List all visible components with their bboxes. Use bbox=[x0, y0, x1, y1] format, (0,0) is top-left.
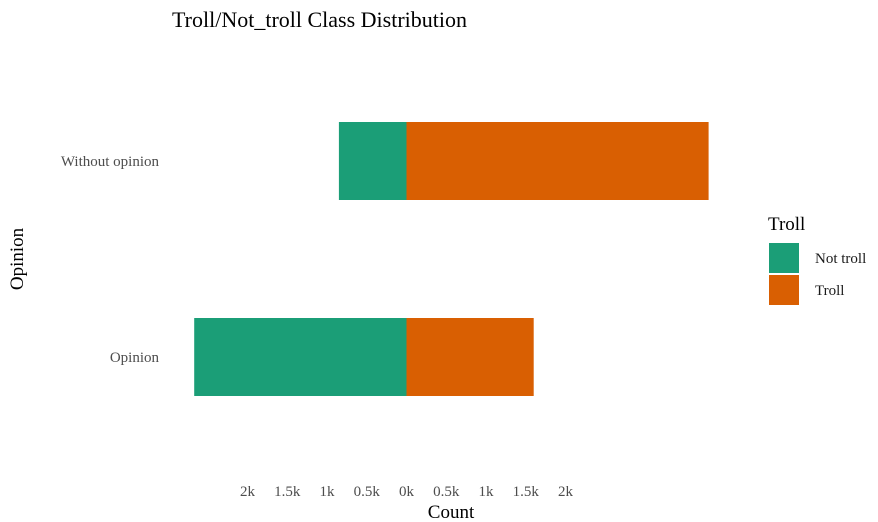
y-tick-label-opinion: Opinion bbox=[110, 350, 160, 366]
x-tick-label: 2k bbox=[558, 484, 574, 500]
bar-not-troll-opinion bbox=[194, 318, 407, 396]
x-axis-title: Count bbox=[428, 502, 475, 522]
legend-title: Troll bbox=[768, 214, 805, 235]
legend-key-not-troll bbox=[769, 243, 799, 273]
x-tick-label: 1.5k bbox=[274, 484, 301, 500]
bars bbox=[194, 122, 709, 396]
y-tick-label-without-opinion: Without opinion bbox=[61, 154, 160, 170]
legend-label-not-troll: Not troll bbox=[815, 251, 866, 267]
x-tick-label: 2k bbox=[240, 484, 256, 500]
legend-label-troll: Troll bbox=[815, 283, 844, 299]
legend: Troll Not troll Troll bbox=[768, 214, 866, 305]
bar-troll-opinion bbox=[406, 318, 534, 396]
chart-title: Troll/Not_troll Class Distribution bbox=[172, 7, 467, 32]
x-tick-label: 0.5k bbox=[433, 484, 460, 500]
x-axis-tick-labels: 2k 1.5k 1k 0.5k 0k 0.5k 1k 1.5k 2k bbox=[240, 484, 574, 500]
y-axis-title: Opinion bbox=[7, 227, 28, 290]
x-tick-label: 0k bbox=[399, 484, 415, 500]
x-tick-label: 1k bbox=[479, 484, 495, 500]
x-tick-label: 1k bbox=[320, 484, 336, 500]
x-tick-label: 0.5k bbox=[354, 484, 381, 500]
bar-troll-without-opinion bbox=[406, 122, 709, 200]
x-tick-label: 1.5k bbox=[513, 484, 540, 500]
bar-not-troll-without-opinion bbox=[338, 122, 407, 200]
legend-key-troll bbox=[769, 275, 799, 305]
plot-area: Without opinion Opinion 2k 1.5k 1k 0.5k 0k 0.5… bbox=[61, 122, 709, 500]
legend-items: Not troll Troll bbox=[769, 243, 866, 305]
y-axis-tick-labels: Without opinion Opinion bbox=[61, 154, 160, 366]
